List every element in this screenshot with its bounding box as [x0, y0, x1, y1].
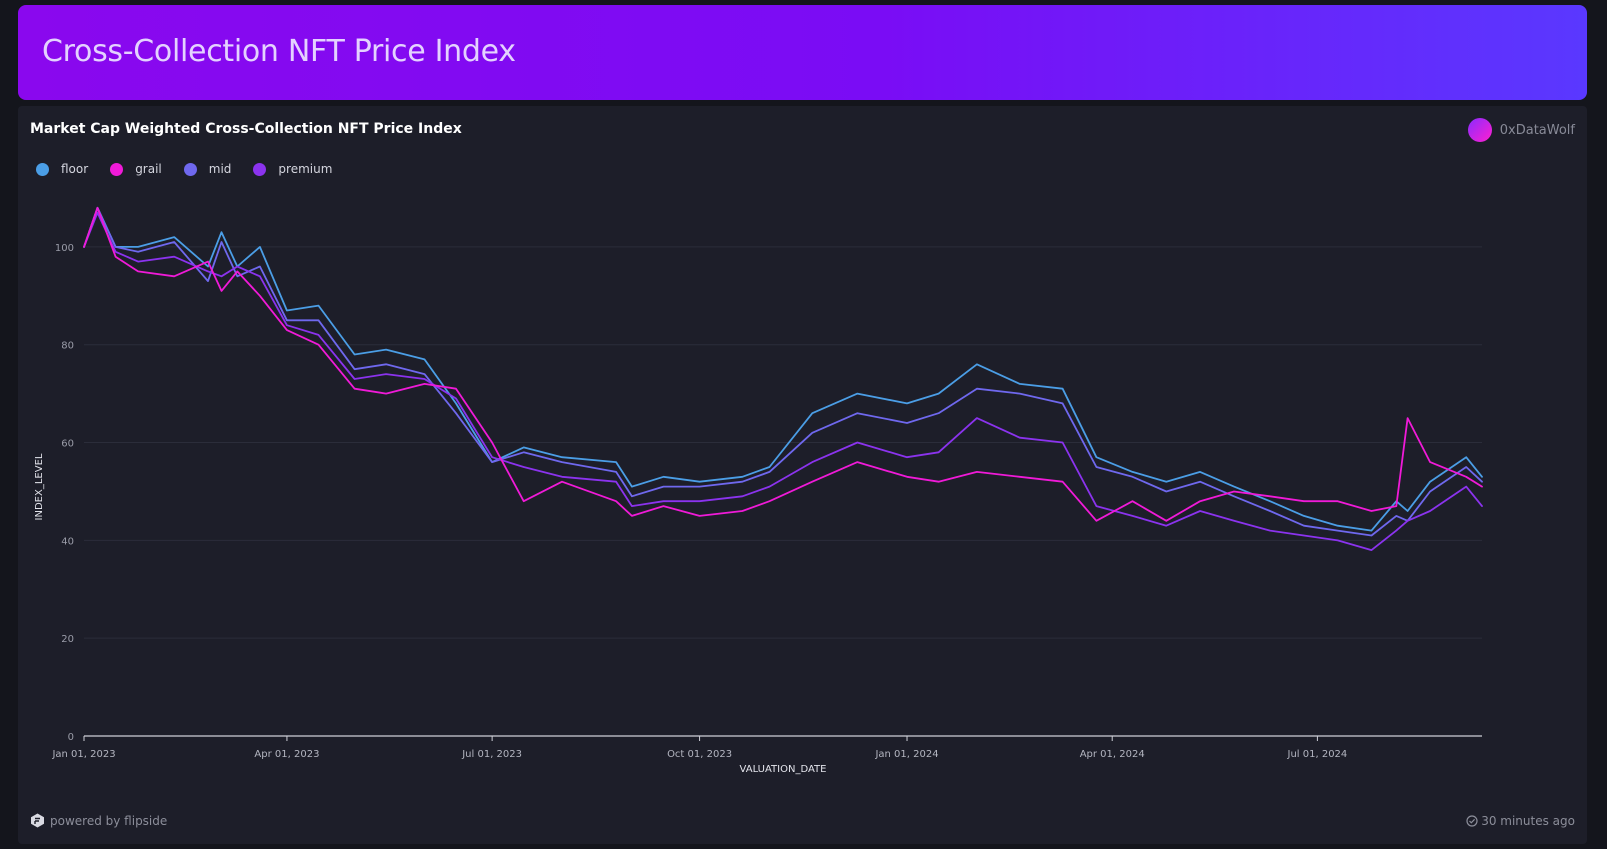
last-updated-text: 30 minutes ago	[1481, 814, 1575, 828]
series-line-mid	[83, 206, 1483, 537]
legend-item-grail[interactable]: grail	[110, 162, 162, 176]
last-updated: 30 minutes ago	[1466, 814, 1575, 828]
page-title: Cross-Collection NFT Price Index	[42, 34, 516, 69]
chart-title: Market Cap Weighted Cross-Collection NFT…	[30, 121, 462, 137]
x-tick-label: Jan 01, 2024	[874, 749, 938, 760]
legend-label-grail: grail	[135, 162, 162, 176]
series-line-grail	[83, 206, 1483, 522]
x-tick-label: Apr 01, 2023	[254, 749, 319, 760]
author-name[interactable]: 0xDataWolf	[1499, 122, 1575, 138]
powered-by-text[interactable]: powered by flipside	[50, 813, 168, 828]
legend-label-floor: floor	[61, 162, 89, 176]
chart-legend: floor grail mid premium	[36, 162, 354, 176]
header-banner: Cross-Collection NFT Price Index	[18, 5, 1587, 100]
y-tick-label: 40	[61, 536, 74, 547]
legend-label-mid: mid	[208, 162, 232, 176]
y-axis-title: INDEX_LEVEL	[34, 453, 45, 520]
legend-item-mid[interactable]: mid	[183, 162, 232, 176]
legend-swatch-floor	[36, 162, 49, 176]
avatar[interactable]	[1467, 118, 1492, 142]
x-tick-label: Apr 01, 2024	[1080, 749, 1145, 760]
y-tick-label: 20	[61, 634, 74, 645]
y-tick-label: 100	[55, 243, 74, 254]
check-circle-icon	[1466, 815, 1478, 827]
legend-swatch-grail	[110, 162, 124, 176]
line-chart[interactable]: 0 20 40 60 80 100 Jan 01, 2023 Apr 01, 2023 Jul …	[18, 106, 1587, 806]
legend-swatch-premium	[253, 162, 267, 176]
legend-label-premium: premium	[278, 162, 333, 176]
legend-item-premium[interactable]: premium	[253, 162, 332, 176]
y-tick-label: 60	[61, 439, 74, 450]
powered-by-link[interactable]: powered by flipside	[30, 813, 167, 828]
flipside-logo-icon	[31, 813, 44, 828]
x-tick-label: Jan 01, 2023	[51, 749, 115, 760]
x-tick-label: Jul 01, 2023	[461, 749, 522, 760]
x-axis-title: VALUATION_DATE	[740, 764, 827, 775]
y-tick-label: 80	[61, 341, 74, 352]
chart-panel: Market Cap Weighted Cross-Collection NFT…	[18, 106, 1587, 844]
x-tick-label: Jul 01, 2024	[1287, 749, 1348, 760]
y-tick-label: 0	[68, 732, 74, 743]
series-line-floor	[83, 206, 1483, 532]
legend-item-floor[interactable]: floor	[36, 162, 88, 176]
legend-swatch-mid	[183, 162, 197, 176]
author-badge[interactable]: 0xDataWolf	[1467, 118, 1575, 142]
series-line-premium	[83, 211, 1483, 552]
x-tick-label: Oct 01, 2023	[667, 749, 732, 760]
